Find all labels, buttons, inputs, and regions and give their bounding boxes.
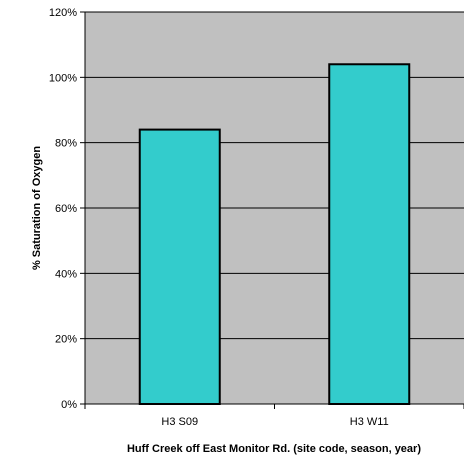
y-tick-label: 120% [49, 7, 77, 19]
bar [328, 63, 411, 406]
y-tick-label: 40% [55, 268, 77, 280]
bar [138, 128, 221, 405]
bars [138, 63, 411, 406]
x-axis-title: Huff Creek off East Monitor Rd. (site co… [127, 443, 421, 455]
x-tick-label: H3 W11 [350, 416, 389, 428]
y-tick-label: 60% [55, 203, 77, 215]
y-axis-title: % Saturation of Oxygen [31, 146, 43, 270]
x-tick-label: H3 S09 [161, 416, 198, 428]
y-tick-label: 20% [55, 334, 77, 346]
y-tick-label: 0% [61, 399, 77, 411]
y-tick-label: 80% [55, 138, 77, 150]
y-tick-labels: 0% 20% 40% 60% 80% 100% 120% [49, 7, 77, 411]
axes [80, 11, 464, 409]
y-tick-label: 100% [49, 72, 77, 84]
x-tick-labels: H3 S09 H3 W11 [161, 416, 388, 428]
